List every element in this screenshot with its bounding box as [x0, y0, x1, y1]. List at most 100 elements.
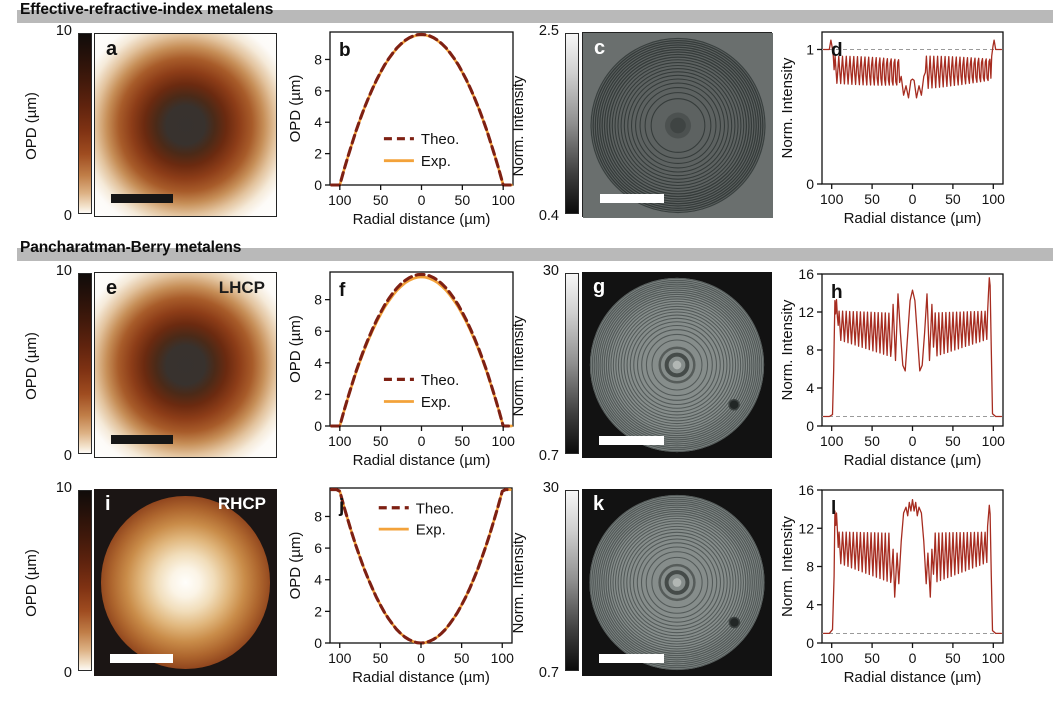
- colorbar-intensity-g-label: Norm. Intensity: [510, 315, 527, 417]
- colorbar-opd-i-max: 10: [55, 480, 72, 496]
- colorbar-opd-e-min: 0: [63, 448, 72, 464]
- panel-i-opd-map: i RHCP: [94, 489, 277, 676]
- fresnel-ring: [617, 523, 737, 642]
- surface-defect: [728, 616, 741, 629]
- x-tick-label: 100: [820, 433, 844, 449]
- y-axis-label: OPD (µm): [288, 315, 304, 383]
- panel-letter-l: l: [831, 498, 836, 519]
- fresnel-ring: [620, 525, 734, 640]
- x-tick-label: 0: [418, 433, 426, 449]
- section-2-title: Pancharatman-Berry metalens: [20, 239, 242, 256]
- fresnel-ring: [632, 538, 722, 627]
- colorbar-intensity-c-max: 2.5: [538, 23, 559, 39]
- y-tick-label: 0: [806, 635, 814, 651]
- y-tick-label: 0: [806, 176, 814, 192]
- chart-l: 100 50 0 50 100 0 4 8 12 16 Radial distance (µm) No…: [779, 482, 1017, 694]
- x-tick-label: 50: [945, 650, 961, 666]
- panel-g-micrograph: g: [582, 272, 772, 458]
- fresnel-ring: [623, 528, 731, 637]
- legend-label: Theo.: [421, 131, 459, 148]
- fresnel-ring: [627, 74, 729, 177]
- y-tick-label: 8: [806, 342, 814, 358]
- x-tick-label: 100: [982, 433, 1006, 449]
- colorbar-intensity-k: Norm. Intensity 30 0.7: [501, 480, 579, 683]
- fresnel-ring: [641, 329, 713, 401]
- panel-i-letter: i: [105, 493, 111, 515]
- y-tick-label: 8: [314, 508, 322, 524]
- panel-i-scalebar: [110, 653, 173, 663]
- chart-d: 100 50 0 50 100 0 1 Radial distance (µm) Norm. I…: [779, 24, 1017, 235]
- chart-b-svg: 100 50 0 50 100 0 2 4 6 8 Radial distance (µm) OPD …: [287, 31, 516, 228]
- panel-letter-j: j: [338, 496, 344, 517]
- y-tick-label: 16: [798, 482, 814, 498]
- panel-k-scalebar: [599, 653, 664, 663]
- colorbar-opd-i-min: 0: [63, 665, 72, 681]
- section-1-bar: [17, 10, 1053, 23]
- fresnel-ring: [607, 295, 747, 435]
- center-ring-inner: [664, 570, 690, 595]
- series-exp-profile: [822, 277, 1003, 418]
- colorbar-intensity-k-max: 30: [542, 480, 559, 496]
- panel-e-scalebar: [111, 435, 173, 445]
- colorbar-opd-i-label: OPD (µm): [23, 549, 40, 617]
- fresnel-ring: [614, 62, 742, 189]
- fresnel-ring: [626, 314, 728, 416]
- x-tick-label: 50: [455, 433, 471, 449]
- colorbar-opd-i-gradient: [78, 490, 92, 671]
- fresnel-ring: [601, 48, 755, 203]
- colorbar-opd-e: OPD (µm) 10 0: [14, 263, 92, 466]
- fresnel-ring: [623, 71, 733, 180]
- fresnel-ring: [650, 98, 706, 153]
- fresnel-ring: [639, 87, 717, 164]
- x-tick-label: 50: [373, 192, 389, 208]
- fresnel-ring: [626, 531, 728, 634]
- center-core: [672, 360, 682, 370]
- panel-a-letter: a: [106, 38, 118, 60]
- fresnel-ring: [595, 283, 759, 447]
- fresnel-ring: [629, 535, 725, 630]
- x-tick-label: 100: [492, 192, 516, 208]
- colorbar-opd-a-gradient: [78, 33, 92, 214]
- fresnel-ring: [614, 520, 740, 645]
- fresnel-ring: [620, 68, 736, 183]
- colorbar-intensity-g: Norm. Intensity 30 0.7: [501, 263, 579, 466]
- fresnel-ring: [610, 298, 744, 432]
- panel-c-scalebar: [599, 194, 664, 204]
- fresnel-ring: [589, 494, 765, 671]
- legend-label: Exp.: [416, 522, 446, 539]
- y-tick-label: 2: [314, 146, 322, 162]
- panel-c-micrograph: c: [582, 32, 773, 218]
- fresnel-ring: [607, 513, 747, 652]
- y-tick-label: 0: [806, 418, 814, 434]
- x-axis-label: Radial distance (µm): [844, 669, 982, 686]
- fresnel-ring: [651, 556, 703, 609]
- center-core: [672, 578, 682, 587]
- panel-i-opd-disk: [101, 496, 270, 669]
- legend-label: Exp.: [421, 394, 451, 411]
- fresnel-ring: [601, 289, 753, 441]
- fresnel-ring: [610, 515, 744, 650]
- fresnel-ring: [636, 324, 718, 406]
- x-tick-label: 0: [909, 650, 917, 666]
- x-tick-label: 50: [454, 650, 470, 666]
- colorbar-opd-i: OPD (µm) 10 0: [14, 480, 92, 683]
- series-theo-: [330, 32, 513, 187]
- y-tick-label: 0: [314, 418, 322, 434]
- y-tick-label: 6: [314, 323, 322, 339]
- panel-c-letter: c: [594, 37, 606, 59]
- chart-f-svg: 100 50 0 50 100 0 2 4 6 8 Radial distance (µm) OPD …: [287, 271, 515, 469]
- x-axis-label: Radial distance (µm): [353, 211, 491, 228]
- x-tick-label: 0: [418, 192, 426, 208]
- x-tick-label: 50: [864, 433, 880, 449]
- center-ring-outer: [658, 563, 696, 602]
- fresnel-ring: [617, 305, 737, 425]
- legend-label: Theo.: [416, 500, 454, 517]
- x-tick-label: 100: [820, 650, 844, 666]
- y-tick-label: 12: [798, 304, 814, 320]
- y-axis-label: Norm. Intensity: [780, 516, 796, 617]
- y-tick-label: 8: [314, 51, 322, 67]
- y-axis-label: OPD (µm): [288, 532, 304, 600]
- fresnel-ring: [599, 504, 755, 661]
- fresnel-ring: [623, 311, 731, 419]
